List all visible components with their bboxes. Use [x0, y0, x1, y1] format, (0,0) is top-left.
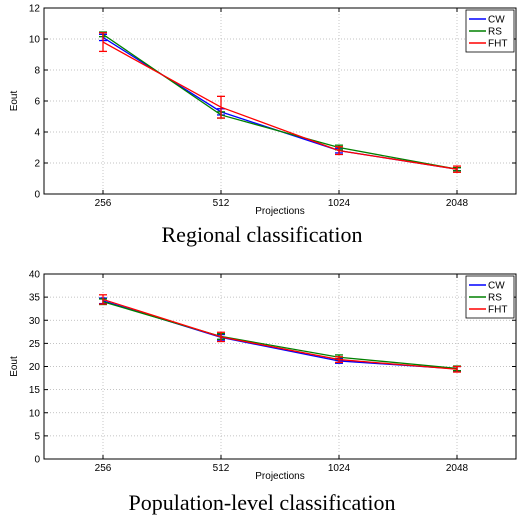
error-bar-fht — [453, 365, 461, 373]
caption-population: Population-level classification — [129, 490, 396, 515]
error-bar-fht — [99, 294, 107, 305]
y-tick-label: 5 — [34, 431, 40, 442]
legend-label-cw: CW — [488, 15, 505, 26]
y-tick-label: 35 — [29, 293, 41, 304]
x-tick-label: 256 — [95, 463, 112, 474]
y-tick-label: 2 — [34, 159, 40, 170]
series-line-rs — [102, 301, 458, 369]
y-tick-label: 10 — [29, 408, 41, 419]
y-tick-label: 40 — [29, 270, 41, 281]
ticks-population: 0 5 10 15 20 25 30 35 40 256 512 1024 2048 — [29, 270, 516, 474]
y-tick-label: 0 — [34, 190, 40, 201]
x-tick-label: 2048 — [446, 198, 469, 209]
y-tick-label: 20 — [29, 362, 41, 373]
series-population — [99, 294, 461, 373]
y-tick-label: 8 — [34, 66, 40, 77]
plot-area-population — [43, 273, 517, 460]
x-tick-label: 512 — [213, 198, 230, 209]
series-regional — [99, 31, 461, 173]
y-axis-label: Eout — [9, 90, 20, 111]
y-tick-label: 0 — [34, 455, 40, 466]
error-bar-fht — [453, 165, 461, 173]
y-tick-label: 4 — [34, 128, 40, 139]
chart-population: 0 5 10 15 20 25 30 35 40 256 512 1024 2048 Projectio… — [9, 270, 517, 515]
error-bar-fht — [335, 146, 343, 156]
x-tick-label: 1024 — [328, 463, 351, 474]
x-tick-label: 512 — [213, 463, 230, 474]
caption-regional: Regional classification — [162, 222, 363, 247]
y-tick-label: 10 — [29, 35, 41, 46]
series-line-fht — [102, 41, 458, 170]
legend-label-rs: RS — [488, 27, 502, 38]
legend-label-cw: CW — [488, 281, 505, 292]
series-line-fht — [102, 298, 458, 370]
x-tick-label: 256 — [95, 198, 112, 209]
x-axis-label: Projections — [255, 471, 304, 482]
ticks-regional: 0 2 4 6 8 10 12 256 512 1024 2048 — [29, 4, 516, 209]
plot-area-regional — [43, 7, 517, 195]
x-axis-label: Projections — [255, 206, 304, 217]
legend-label-rs: RS — [488, 293, 502, 304]
y-tick-label: 6 — [34, 97, 40, 108]
y-tick-label: 30 — [29, 316, 41, 327]
error-bar-fht — [217, 95, 225, 119]
y-tick-label: 12 — [29, 4, 41, 15]
error-bar-fht — [99, 32, 107, 53]
y-axis-label: Eout — [9, 356, 20, 377]
legend-label-fht: FHT — [488, 39, 507, 50]
x-tick-label: 1024 — [328, 198, 351, 209]
error-bar-fht — [217, 331, 225, 343]
legend-label-fht: FHT — [488, 305, 507, 316]
y-tick-label: 25 — [29, 339, 41, 350]
y-tick-label: 15 — [29, 385, 41, 396]
chart-regional: 0 2 4 6 8 10 12 256 512 1024 2048 Projections Eout… — [9, 4, 517, 247]
error-bar-fht — [335, 356, 343, 363]
x-tick-label: 2048 — [446, 463, 469, 474]
